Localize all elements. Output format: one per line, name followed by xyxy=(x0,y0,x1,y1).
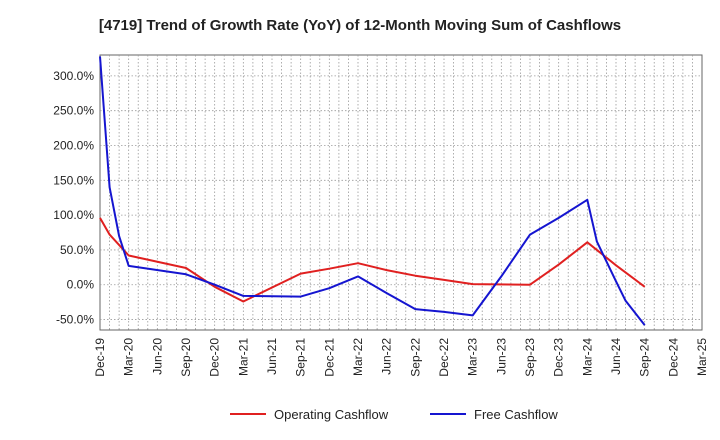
x-tick-label: Mar-22 xyxy=(351,338,365,376)
x-tick-label: Mar-25 xyxy=(695,338,709,376)
x-tick-label: Sep-24 xyxy=(638,338,652,377)
y-tick-label: 300.0% xyxy=(53,69,94,83)
x-tick-label: Jun-23 xyxy=(494,338,508,375)
y-tick-label: 50.0% xyxy=(60,243,94,257)
x-tick-label: Dec-22 xyxy=(437,338,451,377)
x-tick-label: Dec-19 xyxy=(93,338,107,377)
legend-label-operating-cashflow: Operating Cashflow xyxy=(274,407,389,422)
x-tick-label: Dec-24 xyxy=(666,338,680,377)
series-lines xyxy=(99,56,646,326)
y-tick-label: 100.0% xyxy=(53,208,94,222)
grid xyxy=(100,55,702,330)
legend: Operating Cashflow Free Cashflow xyxy=(230,407,558,422)
y-tick-label: 150.0% xyxy=(53,173,94,187)
x-tick-label: Mar-23 xyxy=(466,338,480,376)
x-tick-label: Mar-24 xyxy=(580,338,594,376)
y-tick-label: -50.0% xyxy=(56,313,94,327)
x-tick-label: Sep-22 xyxy=(408,338,422,377)
plot-area xyxy=(99,54,703,331)
x-tick-label: Mar-21 xyxy=(236,338,250,376)
y-tick-label: 250.0% xyxy=(53,104,94,118)
x-tick-label: Sep-23 xyxy=(523,338,537,377)
y-tick-label: 200.0% xyxy=(53,139,94,153)
x-tick-label: Jun-22 xyxy=(380,338,394,375)
x-tick-label: Jun-24 xyxy=(609,338,623,375)
x-tick-label: Jun-20 xyxy=(150,338,164,375)
series-line-operating-cashflow xyxy=(99,217,646,303)
y-tick-label: 0.0% xyxy=(67,278,95,292)
x-tick-label: Dec-21 xyxy=(322,338,336,377)
legend-label-free-cashflow: Free Cashflow xyxy=(474,407,558,422)
x-tick-label: Jun-21 xyxy=(265,338,279,375)
x-tick-label: Dec-23 xyxy=(552,338,566,377)
series-line-free-cashflow xyxy=(99,56,646,326)
x-tick-label: Mar-20 xyxy=(122,338,136,376)
x-axis-ticks: Dec-19 Mar-20 Jun-20 Sep-20 Dec-20 Mar-21 Jun-… xyxy=(93,338,709,377)
y-axis-ticks: 300.0% 250.0% 200.0% 150.0% 100.0% 50.0% 0.0% -… xyxy=(53,69,94,327)
chart-title: [4719] Trend of Growth Rate (YoY) of 12-… xyxy=(99,17,621,34)
x-tick-label: Sep-20 xyxy=(179,338,193,377)
x-tick-label: Dec-20 xyxy=(208,338,222,377)
x-tick-label: Sep-21 xyxy=(294,338,308,377)
